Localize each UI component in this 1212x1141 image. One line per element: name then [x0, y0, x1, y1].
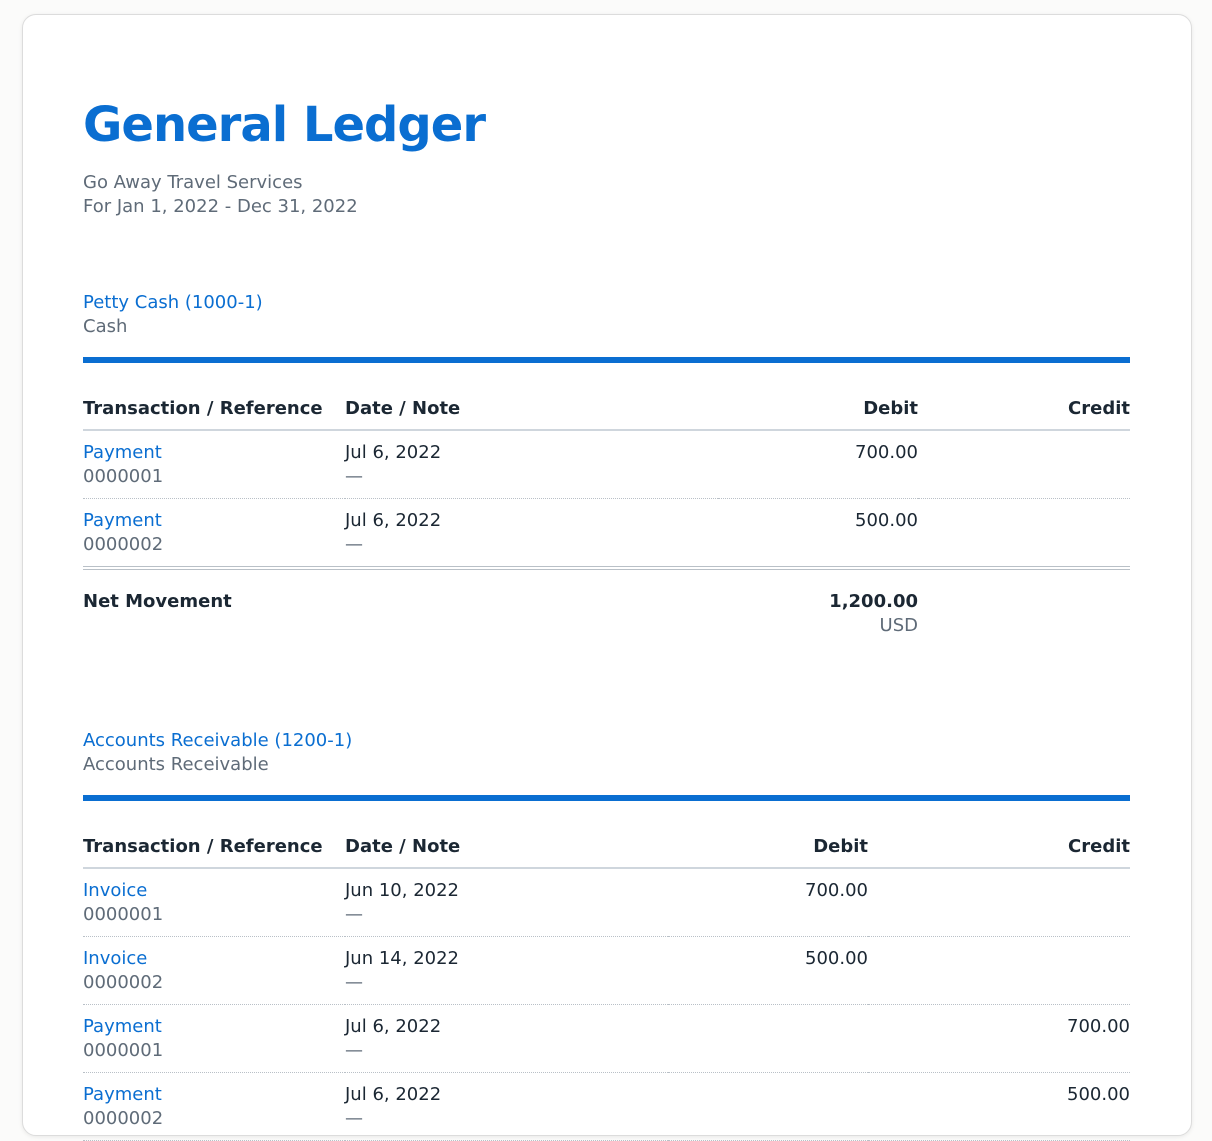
credit-cell — [918, 430, 1130, 499]
total-label: Net Movement — [83, 591, 232, 612]
transaction[interactable]: Payment — [83, 442, 162, 463]
account-name[interactable]: Petty Cash (1000-1) — [83, 292, 263, 313]
date: Jun 14, 2022 — [345, 948, 460, 969]
note: — — [345, 904, 363, 925]
date: Jul 6, 2022 — [345, 1084, 442, 1105]
note: — — [345, 466, 363, 487]
debit: 700.00 — [855, 442, 918, 463]
note: — — [345, 972, 363, 993]
transaction-cell: Invoice 0000002 — [83, 936, 345, 1005]
date: Jul 6, 2022 — [345, 1016, 442, 1037]
transaction-cell: Invoice 0000001 — [83, 868, 345, 937]
account-name[interactable]: Accounts Receivable (1200-1) — [83, 730, 353, 751]
account-section: Petty Cash (1000-1) Cash Transaction / Ref… — [83, 291, 1130, 647]
total-debit-cell: 1,200.00 USD — [718, 568, 918, 647]
date-cell: Jun 14, 2022 — — [345, 936, 668, 1005]
header-row: Transaction / Reference Date / Note Debit C… — [83, 835, 1130, 869]
ledger-table: Transaction / Reference Date / Note Debit C… — [83, 835, 1130, 1141]
total-credit-cell — [918, 568, 1130, 647]
credit-cell: 500.00 — [868, 1072, 1130, 1141]
transaction-cell: Payment 0000001 — [83, 430, 345, 499]
column-header: Credit — [918, 397, 1130, 431]
ledger-row: Invoice 0000001 Jun 10, 2022 — 700.00 — [83, 868, 1130, 937]
reference: 0000002 — [83, 534, 164, 555]
ledger-row: Invoice 0000002 Jun 14, 2022 — 500.00 — [83, 936, 1130, 1005]
report-card: General Ledger Go Away Travel Services F… — [22, 14, 1192, 1141]
debit: 500.00 — [805, 948, 868, 969]
reference: 0000001 — [83, 904, 164, 925]
account-section: Accounts Receivable (1200-1) Accounts Rec… — [83, 729, 1130, 1141]
column-header: Debit — [718, 397, 918, 431]
credit: 500.00 — [1067, 1084, 1130, 1105]
ledger-row: Payment 0000001 Jul 6, 2022 — 700.00 — [83, 1004, 1130, 1073]
reference: 0000002 — [83, 972, 164, 993]
note: — — [345, 534, 363, 555]
transaction[interactable]: Payment — [83, 1016, 162, 1037]
debit-cell: 500.00 — [718, 498, 918, 570]
date: Jun 10, 2022 — [345, 880, 460, 901]
note: — — [345, 1108, 363, 1129]
account-rule — [83, 795, 1130, 801]
credit-cell — [868, 936, 1130, 1005]
column-header: Debit — [668, 835, 868, 869]
debit-cell: 500.00 — [668, 936, 868, 1005]
date-cell: Jul 6, 2022 — — [345, 1072, 668, 1141]
spacer — [345, 568, 718, 647]
reference: 0000001 — [83, 466, 164, 487]
report: General Ledger Go Away Travel Services F… — [83, 95, 1130, 1141]
account-rule — [83, 357, 1130, 363]
date: Jul 6, 2022 — [345, 442, 442, 463]
debit-cell: 700.00 — [718, 430, 918, 499]
column-header: Date / Note — [345, 397, 718, 431]
total-debit: 1,200.00 — [829, 591, 918, 612]
date-cell: Jul 6, 2022 — — [345, 1004, 668, 1073]
credit-cell: 700.00 — [868, 1004, 1130, 1073]
debit-cell — [668, 1072, 868, 1141]
reference: 0000001 — [83, 1040, 164, 1061]
period: For Jan 1, 2022 - Dec 31, 2022 — [83, 196, 358, 217]
ledger-row: Payment 0000002 Jul 6, 2022 — 500.00 — [83, 1072, 1130, 1141]
reference: 0000002 — [83, 1108, 164, 1129]
ledger-row: Payment 0000002 Jul 6, 2022 — 500.00 — [83, 498, 1130, 570]
date-cell: Jul 6, 2022 — — [345, 498, 718, 570]
debit: 700.00 — [805, 880, 868, 901]
transaction[interactable]: Invoice — [83, 880, 148, 901]
debit-cell — [668, 1004, 868, 1073]
header-row: Transaction / Reference Date / Note Debit C… — [83, 397, 1130, 431]
account-type: Accounts Receivable — [83, 754, 269, 775]
transaction[interactable]: Payment — [83, 510, 162, 531]
transaction-cell: Payment 0000002 — [83, 1072, 345, 1141]
date: Jul 6, 2022 — [345, 510, 442, 531]
ledger-row: Payment 0000001 Jul 6, 2022 — 700.00 — [83, 430, 1130, 499]
transaction[interactable]: Invoice — [83, 948, 148, 969]
transaction-cell: Payment 0000001 — [83, 1004, 345, 1073]
ledger-table: Transaction / Reference Date / Note Debit C… — [83, 397, 1130, 647]
transaction-cell: Payment 0000002 — [83, 498, 345, 570]
currency: USD — [879, 615, 918, 636]
column-header: Credit — [868, 835, 1130, 869]
date-cell: Jun 10, 2022 — — [345, 868, 668, 937]
title: General Ledger — [83, 97, 486, 153]
date-cell: Jul 6, 2022 — — [345, 430, 718, 499]
credit-cell — [868, 868, 1130, 937]
credit-cell — [918, 498, 1130, 570]
column-header: Date / Note — [345, 835, 668, 869]
column-header: Transaction / Reference — [83, 835, 345, 869]
credit: 700.00 — [1067, 1016, 1130, 1037]
company: Go Away Travel Services — [83, 172, 303, 193]
note: — — [345, 1040, 363, 1061]
account-type: Cash — [83, 316, 128, 337]
debit: 500.00 — [855, 510, 918, 531]
transaction[interactable]: Payment — [83, 1084, 162, 1105]
total-row: Net Movement 1,200.00 USD — [83, 568, 1130, 647]
column-header: Transaction / Reference — [83, 397, 345, 431]
debit-cell: 700.00 — [668, 868, 868, 937]
